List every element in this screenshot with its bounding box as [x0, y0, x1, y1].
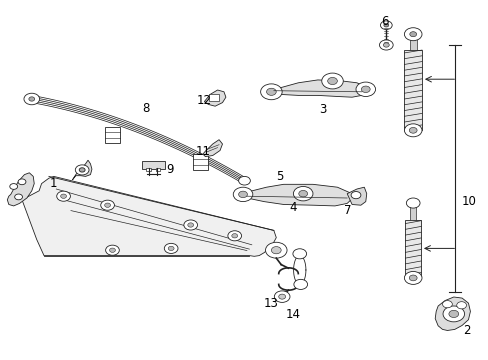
Polygon shape [268, 80, 366, 97]
Text: 8: 8 [142, 102, 149, 114]
Polygon shape [204, 90, 225, 106]
Circle shape [409, 32, 416, 37]
Circle shape [164, 243, 178, 253]
Circle shape [408, 127, 416, 133]
Circle shape [18, 179, 26, 185]
Circle shape [321, 73, 343, 89]
Polygon shape [22, 176, 276, 256]
Circle shape [61, 194, 66, 198]
Text: 7: 7 [344, 204, 351, 217]
Text: 9: 9 [166, 163, 174, 176]
Text: 5: 5 [275, 170, 283, 183]
Circle shape [274, 291, 289, 302]
Circle shape [168, 246, 174, 251]
Circle shape [380, 21, 391, 30]
Bar [145, 168, 150, 171]
Circle shape [104, 203, 110, 207]
Circle shape [383, 23, 388, 27]
Text: 2: 2 [462, 324, 470, 337]
Circle shape [292, 249, 306, 259]
Circle shape [293, 279, 307, 289]
Circle shape [29, 97, 35, 101]
Circle shape [233, 187, 252, 202]
Circle shape [10, 184, 18, 189]
Circle shape [442, 306, 464, 322]
Circle shape [355, 82, 375, 96]
Bar [409, 36, 416, 50]
Bar [409, 203, 415, 220]
Polygon shape [346, 187, 366, 205]
Text: 11: 11 [195, 145, 210, 158]
Circle shape [404, 124, 421, 137]
Circle shape [271, 247, 281, 254]
Circle shape [361, 86, 369, 93]
Circle shape [260, 84, 282, 100]
Circle shape [75, 165, 89, 175]
Circle shape [265, 242, 286, 258]
Circle shape [79, 168, 85, 172]
Circle shape [406, 198, 419, 208]
Circle shape [238, 176, 250, 185]
Bar [405, 220, 420, 277]
Text: 6: 6 [381, 15, 388, 28]
Circle shape [448, 310, 458, 318]
Circle shape [298, 190, 307, 197]
Circle shape [266, 88, 276, 95]
Polygon shape [7, 173, 34, 206]
Bar [404, 50, 421, 130]
Circle shape [293, 186, 312, 201]
Circle shape [408, 275, 416, 281]
Circle shape [278, 294, 285, 299]
Polygon shape [434, 297, 469, 330]
Polygon shape [72, 160, 92, 180]
Text: 14: 14 [285, 309, 300, 321]
Circle shape [227, 231, 241, 241]
Circle shape [231, 234, 237, 238]
Circle shape [24, 93, 40, 105]
Text: 12: 12 [197, 94, 211, 107]
Text: 10: 10 [461, 195, 476, 208]
Circle shape [379, 40, 392, 50]
Circle shape [404, 271, 421, 284]
Circle shape [187, 223, 193, 227]
Circle shape [442, 301, 451, 308]
Circle shape [105, 245, 119, 255]
Circle shape [238, 191, 247, 198]
Circle shape [327, 77, 337, 85]
Circle shape [15, 194, 22, 200]
Circle shape [404, 28, 421, 41]
Polygon shape [203, 140, 222, 157]
Circle shape [183, 220, 197, 230]
Bar [104, 127, 120, 143]
Bar [209, 94, 219, 101]
Text: 3: 3 [318, 103, 326, 116]
Circle shape [109, 248, 115, 252]
Text: 1: 1 [50, 177, 58, 190]
Circle shape [383, 43, 388, 47]
Circle shape [350, 192, 360, 199]
Circle shape [57, 191, 70, 201]
Polygon shape [239, 184, 351, 206]
Bar [155, 168, 160, 171]
Text: 13: 13 [264, 297, 278, 310]
Text: 4: 4 [289, 201, 297, 213]
Bar [192, 154, 208, 170]
Circle shape [456, 302, 466, 309]
Bar [142, 161, 165, 169]
Circle shape [101, 200, 114, 210]
